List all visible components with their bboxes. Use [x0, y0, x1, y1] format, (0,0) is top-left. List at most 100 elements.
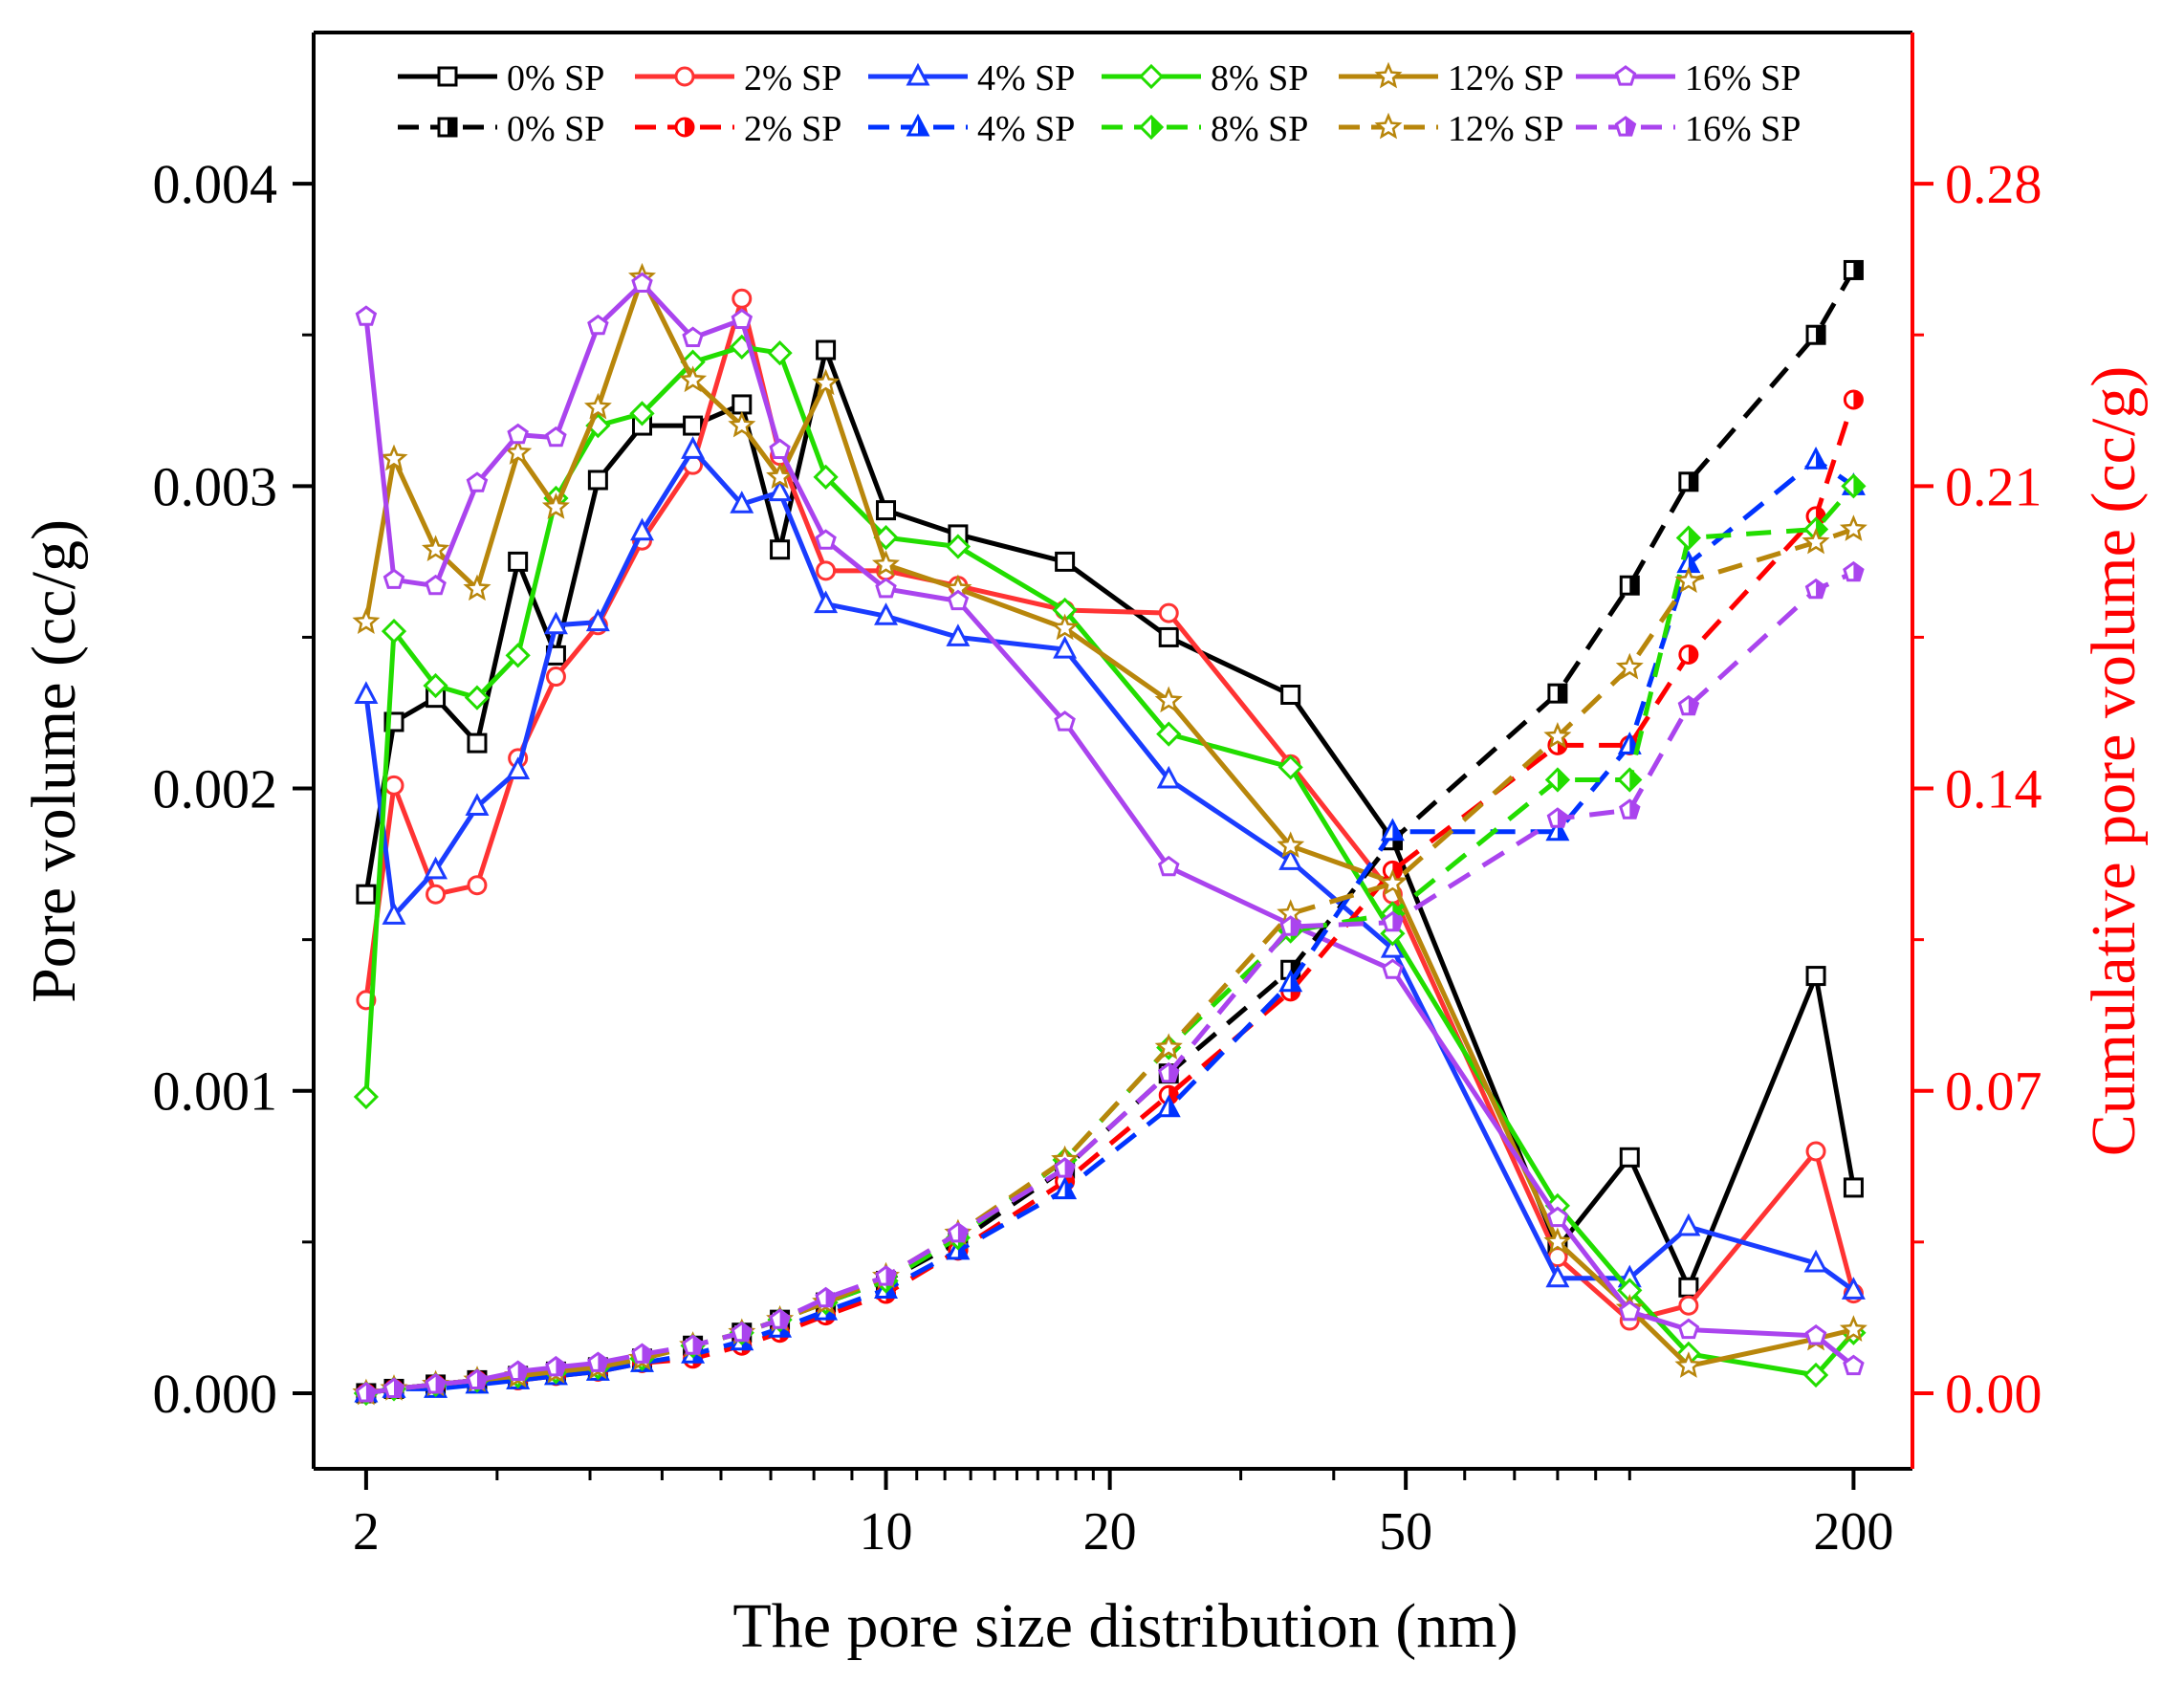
data-point — [353, 1083, 380, 1110]
data-point — [1619, 1300, 1641, 1322]
data-point — [380, 444, 408, 471]
legend-marker — [906, 62, 930, 86]
series-cumulative-8sp — [353, 473, 1867, 1407]
left-tick-label: 0.003 — [153, 455, 278, 517]
data-point — [732, 394, 753, 415]
legend-item: 12% SP — [1339, 109, 1563, 149]
right-tick-label: 0.14 — [1945, 758, 2042, 820]
data-point — [383, 775, 404, 796]
axes-layer: 2 10 20 50 200 0.000 0.001 0.002 0.003 0.004 0.00 0… — [153, 31, 2042, 1562]
legend-marker — [437, 117, 458, 138]
data-point — [382, 902, 406, 925]
legend-item: 8% SP — [1102, 109, 1308, 149]
legend-item: 4% SP — [868, 109, 1075, 149]
legend: 0% SP 2% SP 4% SP 8% SP 12% SP 16% SP 0% SP 2% … — [398, 58, 1801, 149]
data-point — [463, 574, 491, 601]
data-point — [1677, 1318, 1700, 1340]
right-axis-label: Cumulative pore volume (cc/g) — [2079, 366, 2149, 1157]
data-point — [683, 415, 704, 436]
left-axis-label: Pore volume (cc/g) — [19, 519, 89, 1003]
data-point — [766, 462, 795, 490]
legend-item: 2% SP — [635, 58, 841, 98]
data-point — [1156, 721, 1182, 747]
legend-item: 16% SP — [1576, 109, 1801, 149]
data-point — [1055, 551, 1076, 572]
data-point — [732, 288, 753, 309]
data-point — [947, 1221, 970, 1243]
data-point — [1544, 767, 1571, 793]
data-point — [1674, 566, 1703, 594]
legend-label: 12% SP — [1448, 109, 1563, 149]
data-point — [1843, 1354, 1865, 1376]
data-point — [355, 305, 378, 326]
data-point — [1380, 934, 1405, 958]
series-line — [365, 457, 1855, 1396]
data-point — [1053, 635, 1078, 659]
data-point — [815, 529, 837, 550]
data-point — [1678, 471, 1699, 492]
data-point — [1154, 1033, 1183, 1060]
legend-marker — [1374, 112, 1403, 140]
data-point — [876, 500, 897, 521]
legend-label: 4% SP — [977, 58, 1075, 98]
data-point — [466, 471, 489, 492]
legend-label: 8% SP — [1211, 109, 1308, 149]
legend-label: 2% SP — [744, 58, 841, 98]
data-point — [769, 1308, 791, 1329]
legend-label: 4% SP — [977, 109, 1075, 149]
data-point — [425, 574, 447, 596]
data-point — [545, 667, 566, 688]
data-point — [629, 401, 655, 426]
data-point — [1617, 767, 1643, 793]
legend-marker — [906, 113, 930, 137]
data-point — [945, 534, 972, 559]
data-point — [816, 560, 837, 581]
data-point — [814, 590, 839, 614]
x-tick-label: 20 — [1083, 1502, 1137, 1562]
data-point — [770, 539, 791, 560]
data-point — [947, 589, 970, 611]
series-line — [365, 399, 1856, 1396]
data-point — [815, 1286, 837, 1308]
legend-marker — [1138, 114, 1165, 141]
left-tick-label: 0.000 — [153, 1363, 278, 1425]
data-point — [583, 392, 612, 420]
series-pore-12sp — [352, 262, 1867, 1378]
legend-item: 0% SP — [398, 109, 604, 149]
right-tick-label: 0.28 — [1945, 153, 2042, 215]
data-point — [767, 340, 793, 366]
data-point — [946, 623, 971, 646]
series-cumulative-16sp — [355, 560, 1865, 1403]
data-point — [424, 856, 448, 880]
data-point — [587, 1351, 609, 1372]
data-point — [1157, 1061, 1180, 1083]
data-point — [1280, 685, 1301, 706]
data-point — [1839, 514, 1867, 541]
data-point — [1843, 1177, 1864, 1198]
data-point — [585, 608, 610, 632]
data-point — [1051, 613, 1080, 641]
legend-label: 16% SP — [1685, 58, 1801, 98]
legend-label: 12% SP — [1448, 58, 1563, 98]
data-point — [1158, 626, 1179, 647]
data-point — [426, 884, 447, 905]
data-point — [682, 326, 704, 347]
legend-item: 2% SP — [635, 109, 841, 149]
data-point — [467, 875, 488, 896]
data-point — [507, 1360, 529, 1381]
data-point — [1380, 818, 1405, 842]
data-point — [1156, 765, 1181, 789]
data-point — [1841, 1277, 1866, 1300]
data-point — [1156, 1094, 1181, 1118]
legend-item: 16% SP — [1576, 58, 1801, 98]
x-tick-label: 200 — [1813, 1502, 1893, 1562]
legend-item: 4% SP — [868, 58, 1075, 98]
data-point — [1802, 1362, 1829, 1388]
data-point — [1545, 1264, 1570, 1288]
data-point — [466, 1368, 489, 1389]
data-point — [631, 272, 653, 293]
legend-label: 0% SP — [507, 109, 604, 149]
data-point — [1675, 525, 1701, 551]
series-line — [365, 527, 1855, 1396]
